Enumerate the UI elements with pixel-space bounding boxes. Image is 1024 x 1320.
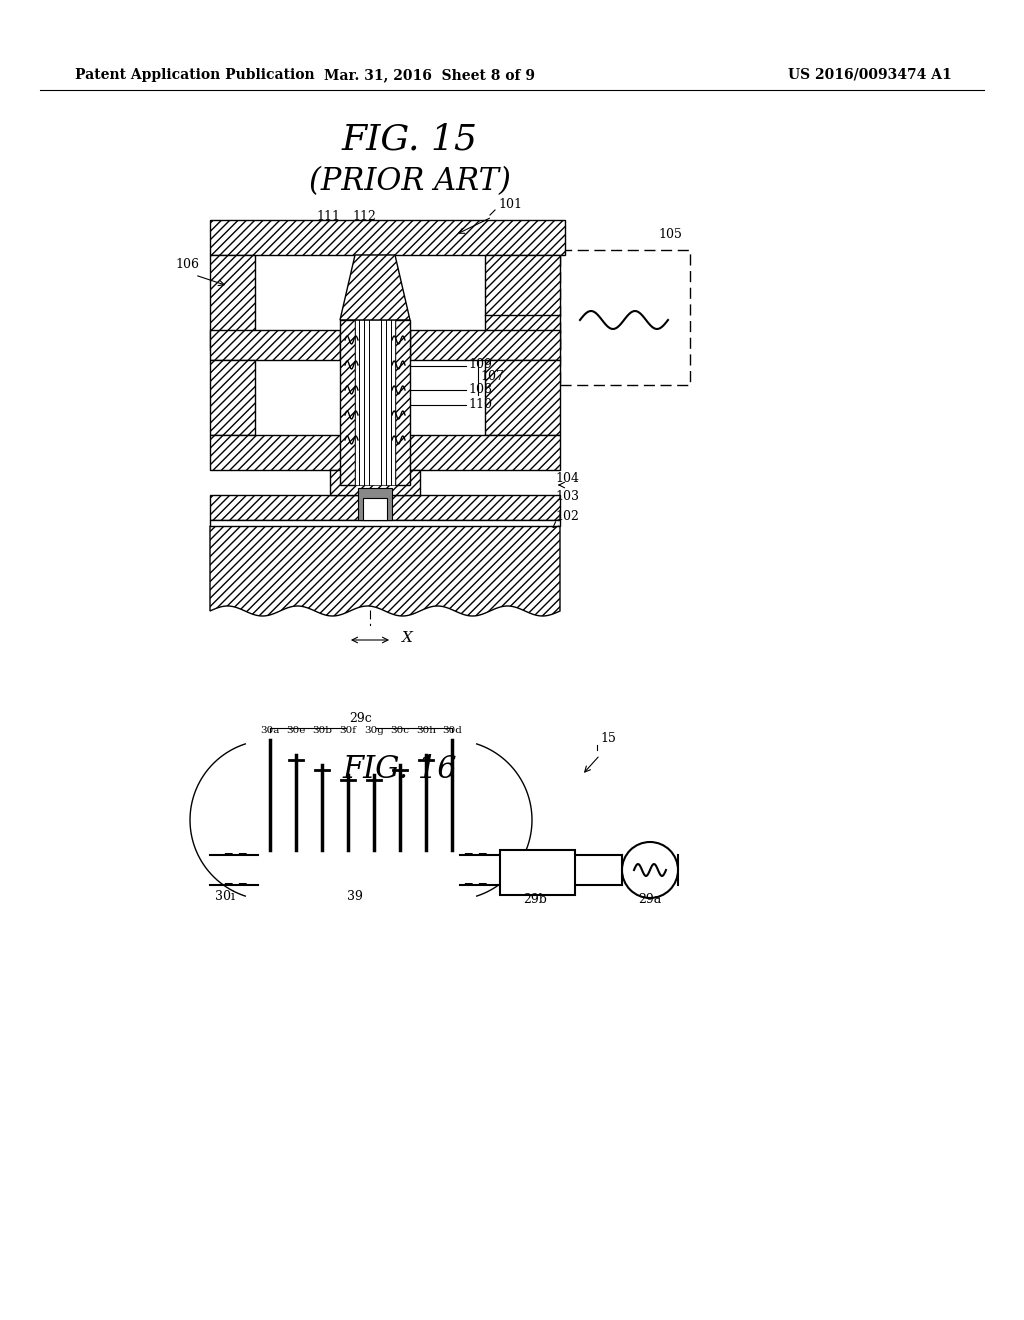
Text: 29b: 29b xyxy=(523,894,547,906)
Text: FIG. 15: FIG. 15 xyxy=(342,123,478,157)
Text: 30a: 30a xyxy=(260,726,280,735)
Text: 105: 105 xyxy=(658,228,682,242)
Bar xyxy=(500,850,575,895)
Bar xyxy=(485,360,560,436)
Bar xyxy=(340,319,355,484)
Bar xyxy=(210,520,560,525)
Text: 30i: 30i xyxy=(215,890,234,903)
Text: (PRIOR ART): (PRIOR ART) xyxy=(309,166,511,198)
Text: 103: 103 xyxy=(555,490,579,503)
Text: 108: 108 xyxy=(468,383,492,396)
Bar xyxy=(362,498,387,520)
Text: 106: 106 xyxy=(175,257,199,271)
Bar xyxy=(210,436,560,470)
Bar xyxy=(560,249,690,385)
Polygon shape xyxy=(210,525,560,616)
Polygon shape xyxy=(340,255,410,319)
Bar xyxy=(358,488,392,520)
Text: 109: 109 xyxy=(468,358,492,371)
Bar xyxy=(355,319,395,484)
Text: 30f: 30f xyxy=(340,726,356,735)
Text: 30e: 30e xyxy=(287,726,306,735)
Bar xyxy=(330,470,420,495)
Text: 112: 112 xyxy=(352,210,376,223)
Text: ─ ─: ─ ─ xyxy=(464,849,486,862)
Text: ─ ─: ─ ─ xyxy=(464,879,486,891)
Bar xyxy=(210,220,565,255)
Bar xyxy=(395,319,410,484)
Text: 30g: 30g xyxy=(365,726,384,735)
Circle shape xyxy=(622,842,678,898)
Text: 29c: 29c xyxy=(349,711,373,725)
Text: 107: 107 xyxy=(480,370,504,383)
Text: ─ ─: ─ ─ xyxy=(224,879,246,891)
Bar xyxy=(210,495,560,520)
Text: US 2016/0093474 A1: US 2016/0093474 A1 xyxy=(788,69,952,82)
Bar xyxy=(485,255,560,350)
Text: 39: 39 xyxy=(347,890,362,903)
Text: Patent Application Publication: Patent Application Publication xyxy=(75,69,314,82)
Text: 104: 104 xyxy=(555,473,579,484)
Text: ─ ─: ─ ─ xyxy=(224,849,246,862)
Text: 30c: 30c xyxy=(390,726,410,735)
Bar xyxy=(210,330,340,360)
Text: 110: 110 xyxy=(468,399,492,411)
Text: 30b: 30b xyxy=(312,726,332,735)
Text: 30d: 30d xyxy=(442,726,462,735)
Text: 15: 15 xyxy=(600,733,615,744)
Text: 30h: 30h xyxy=(416,726,436,735)
Text: 101: 101 xyxy=(498,198,522,211)
Bar xyxy=(410,330,560,360)
Text: Mar. 31, 2016  Sheet 8 of 9: Mar. 31, 2016 Sheet 8 of 9 xyxy=(325,69,536,82)
Text: 29a: 29a xyxy=(638,894,662,906)
Text: 111: 111 xyxy=(316,210,340,223)
Bar xyxy=(210,255,255,350)
Text: FIG. 16: FIG. 16 xyxy=(343,755,458,785)
Text: 102: 102 xyxy=(555,510,579,523)
Bar xyxy=(210,360,255,436)
Text: X: X xyxy=(402,631,413,645)
